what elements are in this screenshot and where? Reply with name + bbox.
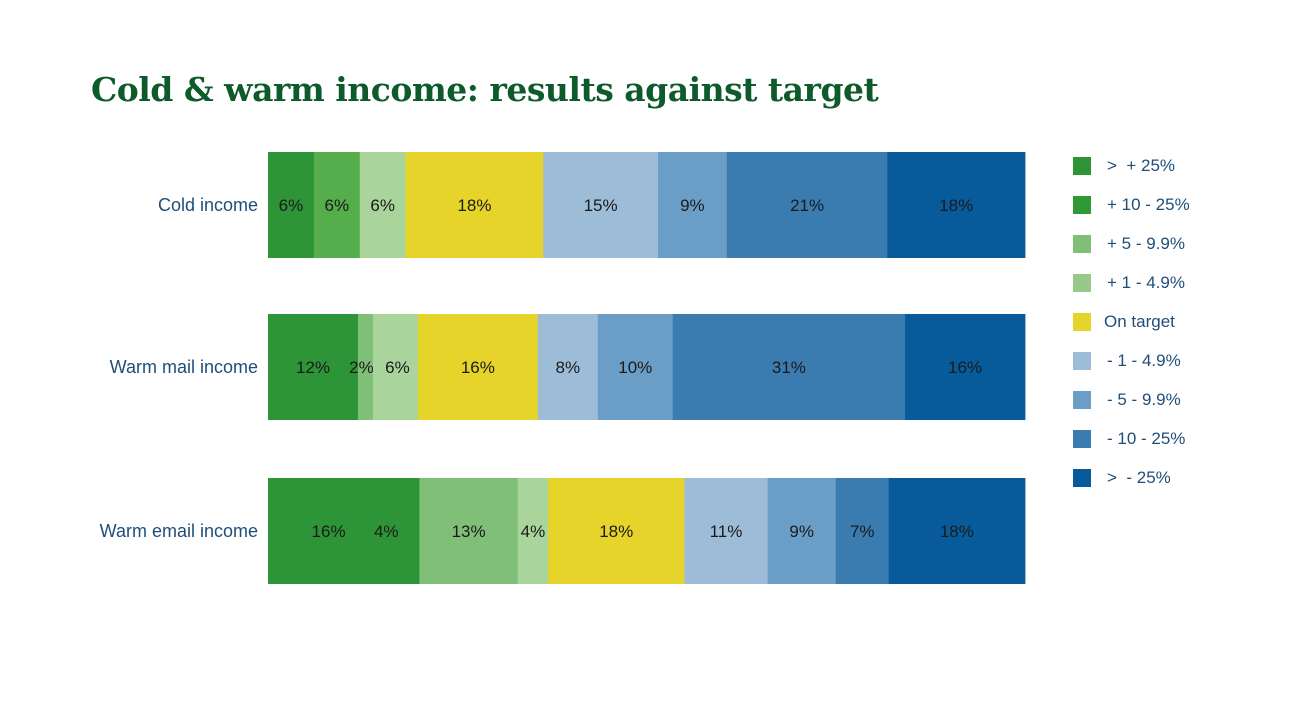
- data-label: 6%: [385, 358, 410, 377]
- legend-item: > - 25%: [1073, 458, 1190, 497]
- data-label: 21%: [790, 196, 824, 215]
- bar-segment: [268, 314, 359, 420]
- data-label: 18%: [599, 522, 633, 541]
- legend-item: + 1 - 4.9%: [1073, 263, 1190, 302]
- data-label: 10%: [618, 358, 652, 377]
- legend-label: > + 25%: [1107, 155, 1176, 175]
- data-label: 16%: [312, 522, 346, 541]
- bar-segment: [657, 152, 728, 258]
- bar-segment: [419, 478, 519, 584]
- bar-segment: [684, 478, 769, 584]
- category-label: Warm mail income: [110, 357, 258, 377]
- legend-swatch: [1073, 312, 1091, 331]
- legend-label: + 5 - 9.9%: [1107, 233, 1185, 253]
- legend-label: + 10 - 25%: [1107, 194, 1190, 214]
- legend-swatch: [1073, 195, 1091, 214]
- legend-item: + 5 - 9.9%: [1073, 224, 1190, 263]
- data-label: 16%: [461, 358, 495, 377]
- data-label: 6%: [370, 196, 395, 215]
- legend-label: + 1 - 4.9%: [1107, 272, 1185, 292]
- data-label: 8%: [556, 358, 581, 377]
- legend-item: > + 25%: [1073, 146, 1190, 185]
- legend-label: - 1 - 4.9%: [1107, 350, 1181, 370]
- legend-item: - 5 - 9.9%: [1073, 380, 1190, 419]
- data-label: 9%: [680, 196, 705, 215]
- bar-segment: [357, 314, 374, 420]
- bar-segment: [268, 478, 390, 584]
- bar-segment: [905, 314, 1026, 420]
- data-label: 18%: [457, 196, 491, 215]
- bar-segment: [835, 478, 890, 584]
- data-label: 11%: [710, 522, 743, 541]
- data-label: 6%: [325, 196, 350, 215]
- legend-label: - 10 - 25%: [1107, 428, 1186, 448]
- bar-segment: [537, 314, 599, 420]
- bar-segment: [405, 152, 544, 258]
- legend-item: + 10 - 25%: [1073, 185, 1190, 224]
- bar-segment: [548, 478, 685, 584]
- legend-swatch: [1073, 234, 1091, 253]
- bar-segment: [597, 314, 674, 420]
- data-label: 9%: [789, 522, 814, 541]
- legend-label: > - 25%: [1107, 467, 1171, 487]
- data-label: 6%: [279, 196, 304, 215]
- data-label: 13%: [452, 522, 486, 541]
- legend: > + 25% + 10 - 25% + 5 - 9.9% + 1 - 4.9% On …: [1073, 146, 1190, 497]
- legend-swatch: [1073, 351, 1091, 370]
- category-label: Cold income: [158, 195, 258, 215]
- bar-segment: [672, 314, 906, 420]
- bar-segment: [372, 314, 419, 420]
- data-label: 7%: [850, 522, 875, 541]
- data-label: 18%: [939, 196, 973, 215]
- bar-segment: [726, 152, 888, 258]
- category-label: Warm email income: [100, 521, 258, 541]
- data-label: 12%: [296, 358, 330, 377]
- legend-swatch: [1073, 429, 1091, 448]
- bar-segment: [888, 478, 1026, 584]
- stacked-bar-chart: 6% 6% 6% 18% 15% 9% 21% 18% Cold income 12% 2% 6% 16…: [100, 152, 1026, 584]
- data-label: 4%: [374, 522, 399, 541]
- bar-segment: [268, 152, 315, 258]
- bar-segment: [313, 152, 361, 258]
- legend-swatch: [1073, 390, 1091, 409]
- bar-segment: [543, 152, 659, 258]
- data-label: 2%: [349, 358, 374, 377]
- data-label: 15%: [584, 196, 618, 215]
- data-label: 4%: [521, 522, 546, 541]
- legend-item: On target: [1073, 302, 1190, 341]
- data-label: 18%: [940, 522, 974, 541]
- bar-segment: [417, 314, 539, 420]
- legend-swatch: [1073, 273, 1091, 292]
- bar-segment: [359, 152, 407, 258]
- legend-label: On target: [1104, 311, 1175, 331]
- legend-swatch: [1073, 468, 1091, 487]
- data-label: 31%: [772, 358, 806, 377]
- bar-segment: [887, 152, 1026, 258]
- bar-segment: [517, 478, 549, 584]
- bar-segment: [389, 478, 420, 584]
- legend-label: - 5 - 9.9%: [1107, 389, 1181, 409]
- legend-swatch: [1073, 156, 1091, 175]
- bar-segment: [767, 478, 837, 584]
- legend-item: - 1 - 4.9%: [1073, 341, 1190, 380]
- legend-item: - 10 - 25%: [1073, 419, 1190, 458]
- chart-title: Cold & warm income: results against targ…: [91, 70, 879, 109]
- data-label: 16%: [948, 358, 982, 377]
- bars-group: 6% 6% 6% 18% 15% 9% 21% 18% Cold income 12% 2% 6% 16…: [100, 152, 1026, 584]
